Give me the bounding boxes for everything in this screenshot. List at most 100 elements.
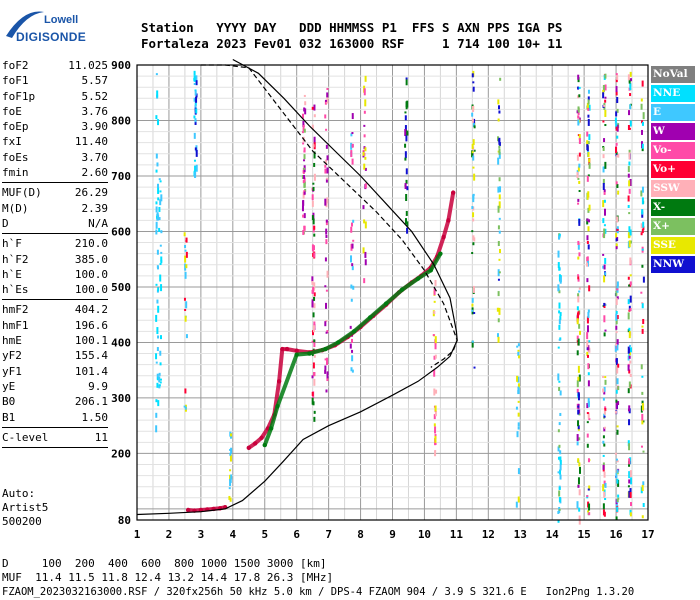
echo-mark (156, 183, 159, 188)
echo-mark (325, 228, 328, 235)
echo-mark (617, 363, 620, 368)
echo-mark (434, 426, 437, 434)
echo-mark (195, 96, 198, 103)
echo-mark (578, 134, 581, 141)
logo-text-bottom: DIGISONDE (16, 30, 87, 44)
echo-mark (604, 99, 607, 103)
echo-mark (603, 315, 606, 323)
echo-mark (617, 386, 620, 391)
echo-mark (195, 108, 198, 114)
echo-mark (364, 167, 367, 171)
echo-mark (497, 336, 500, 343)
echo-mark (630, 477, 633, 485)
echo-mark (324, 257, 327, 262)
echo-mark (586, 354, 589, 358)
legend-item-vo: Vo- (651, 142, 695, 159)
echo-mark (517, 376, 520, 383)
parameter-row: hmF1 196.6 (2, 318, 108, 333)
echo-mark (628, 369, 631, 374)
echo-mark (472, 218, 475, 222)
echo-mark (194, 118, 197, 123)
echo-mark (471, 340, 474, 343)
x-tick-label: 4 (230, 528, 237, 541)
echo-mark (184, 406, 187, 410)
echo-mark (576, 312, 579, 320)
echo-mark (628, 355, 631, 359)
echo-mark (615, 243, 618, 248)
echo-mark (405, 168, 408, 175)
x-tick-label: 2 (166, 528, 173, 541)
echo-mark (578, 518, 581, 525)
echo-mark (628, 110, 631, 116)
echo-mark (155, 201, 158, 205)
echo-mark (193, 159, 196, 162)
footer-muf-row: MUF 11.4 11.5 11.8 12.4 13.2 14.4 17.8 2… (2, 571, 334, 584)
echo-mark (155, 229, 158, 235)
echo-mark (313, 296, 316, 301)
echo-mark (588, 104, 591, 111)
legend-item-e: E (651, 104, 695, 121)
y-tick-label: 900 (111, 59, 131, 72)
parameter-value: 26.29 (74, 186, 108, 200)
echo-mark (586, 262, 589, 267)
echo-mark (616, 339, 619, 346)
parameter-name: D (2, 216, 9, 230)
echo-mark (615, 399, 618, 403)
echo-mark (350, 222, 353, 227)
echo-mark (471, 151, 474, 154)
echo-mark (557, 284, 560, 292)
echo-mark (629, 281, 632, 286)
parameter-name: fxI (2, 135, 22, 149)
parameter-name: foF1 (2, 74, 29, 88)
echo-mark (577, 420, 580, 427)
echo-mark (641, 420, 644, 425)
echo-mark (157, 197, 160, 201)
echo-mark (586, 332, 589, 340)
echo-mark (615, 181, 618, 185)
echo-mark (324, 285, 327, 288)
echo-mark (627, 232, 630, 239)
echo-mark (434, 405, 437, 412)
echo-mark (627, 276, 630, 280)
echo-mark (641, 121, 644, 126)
echo-mark (156, 327, 159, 335)
echo-mark (604, 379, 607, 385)
echo-mark (578, 323, 581, 329)
echo-mark (434, 279, 437, 286)
echo-mark (640, 103, 643, 110)
echo-mark (641, 197, 644, 205)
echo-mark (559, 456, 562, 462)
parameter-divider (2, 426, 108, 428)
parameter-name: B0 (2, 395, 16, 409)
echo-mark (364, 183, 367, 189)
echo-mark (471, 303, 474, 307)
parameter-row: h`Es 100.0 (2, 282, 108, 297)
echo-mark (303, 107, 306, 112)
echo-mark (586, 433, 589, 438)
echo-mark (193, 97, 196, 102)
echo-mark (604, 376, 607, 379)
parameter-name: foF2 (2, 59, 29, 72)
echo-mark (160, 251, 163, 254)
echo-mark (195, 75, 198, 83)
y-tick-label: 300 (111, 392, 131, 405)
echo-mark (615, 91, 618, 96)
echo-mark (406, 186, 409, 191)
echo-mark (311, 194, 314, 201)
echo-mark (641, 229, 644, 234)
echo-mark (229, 454, 232, 462)
echo-point (323, 346, 328, 352)
parameter-divider (2, 182, 108, 184)
parameter-row: foF1 5.57 (2, 73, 108, 88)
parameter-row: D N/A (2, 216, 108, 231)
echo-mark (603, 491, 606, 498)
echo-mark (405, 193, 408, 201)
echo-mark (628, 161, 631, 166)
echo-mark (587, 311, 590, 318)
echo-mark (193, 82, 196, 85)
echo-mark (640, 190, 643, 197)
echo-mark (325, 220, 328, 226)
echo-mark (616, 296, 619, 300)
echo-mark (303, 213, 306, 219)
echo-mark (313, 142, 316, 150)
